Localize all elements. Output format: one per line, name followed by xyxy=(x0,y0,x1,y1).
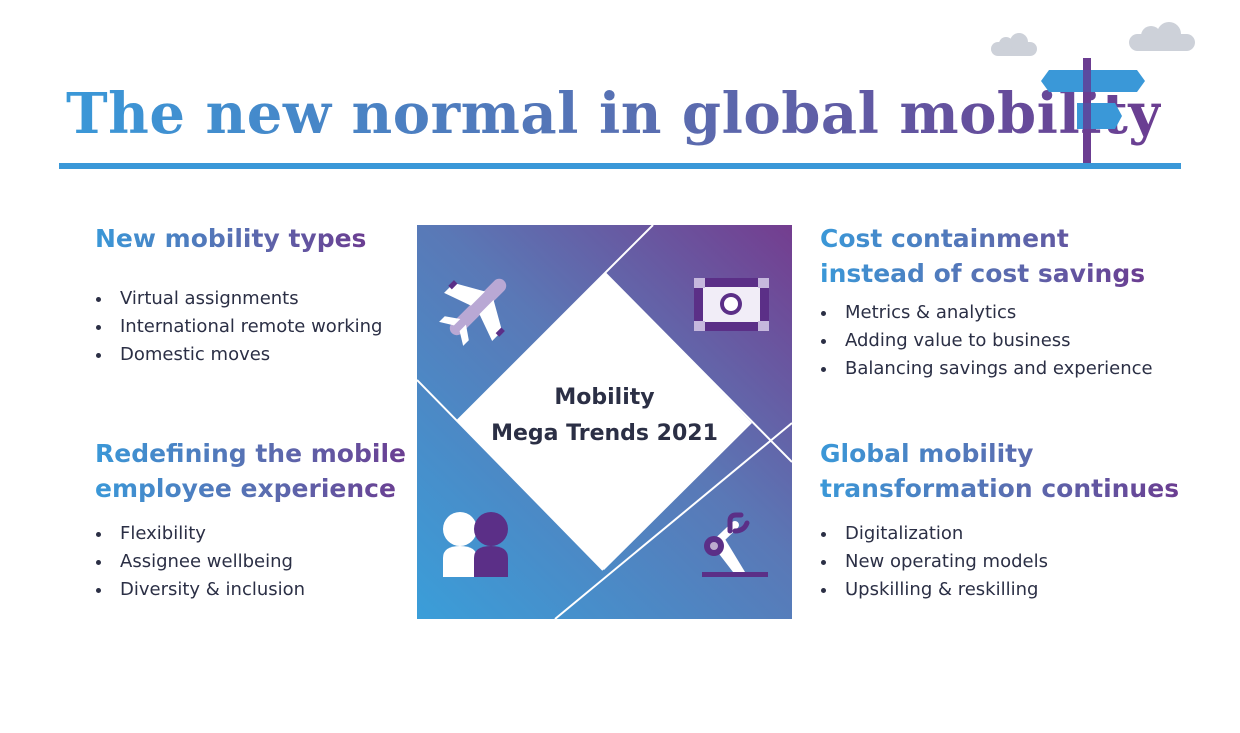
people-icon xyxy=(443,512,508,577)
section-heading: Global mobility transformation continues xyxy=(820,436,1179,506)
list-item: New operating models xyxy=(820,548,1179,576)
list-item: Assignee wellbeing xyxy=(95,548,406,576)
section-transformation: Global mobility transformation continues… xyxy=(820,436,1179,604)
section-heading-line: Cost containment xyxy=(820,224,1069,253)
cloud-icon xyxy=(991,33,1037,56)
robot-arm-icon xyxy=(702,512,768,577)
page-title: The new normal in global mobility xyxy=(66,76,1161,152)
signpost-icon xyxy=(991,22,1195,164)
list-item: Domestic moves xyxy=(95,341,382,369)
bullet-list: Metrics & analytics Adding value to busi… xyxy=(820,299,1153,383)
list-item: Metrics & analytics xyxy=(820,299,1153,327)
bullet-list: Flexibility Assignee wellbeing Diversity… xyxy=(95,520,406,604)
list-item: Flexibility xyxy=(95,520,406,548)
mega-trends-graphic xyxy=(417,225,792,619)
section-heading: Redefining the mobile employee experienc… xyxy=(95,436,406,506)
section-heading: New mobility types xyxy=(95,221,366,256)
title-underline xyxy=(59,163,1181,169)
banknote-icon xyxy=(694,278,769,331)
list-item: Diversity & inclusion xyxy=(95,576,406,604)
section-cost-containment: Cost containment instead of cost savings… xyxy=(820,221,1153,383)
section-new-mobility-types: New mobility types Virtual assignments I… xyxy=(95,221,382,369)
list-item: International remote working xyxy=(95,313,382,341)
section-employee-experience: Redefining the mobile employee experienc… xyxy=(95,436,406,604)
section-heading-line: instead of cost savings xyxy=(820,259,1146,288)
section-heading-line: transformation continues xyxy=(820,474,1180,503)
list-item: Virtual assignments xyxy=(95,285,382,313)
list-item: Upskilling & reskilling xyxy=(820,576,1179,604)
list-item: Balancing savings and experience xyxy=(820,355,1153,383)
section-heading-line: Global mobility xyxy=(820,439,1034,468)
list-item: Adding value to business xyxy=(820,327,1153,355)
center-label-line: Mega Trends 2021 xyxy=(491,421,718,446)
section-heading-line: Redefining the mobile xyxy=(95,439,406,468)
cloud-icon xyxy=(1129,22,1195,51)
airplane-icon xyxy=(439,278,507,346)
section-heading-line: employee experience xyxy=(95,474,396,503)
list-item: Digitalization xyxy=(820,520,1179,548)
section-heading: Cost containment instead of cost savings xyxy=(820,221,1145,291)
bullet-list: Virtual assignments International remote… xyxy=(95,285,382,369)
center-label-line: Mobility xyxy=(554,385,655,410)
center-label: Mobility Mega Trends 2021 xyxy=(417,380,792,452)
bullet-list: Digitalization New operating models Upsk… xyxy=(820,520,1179,604)
